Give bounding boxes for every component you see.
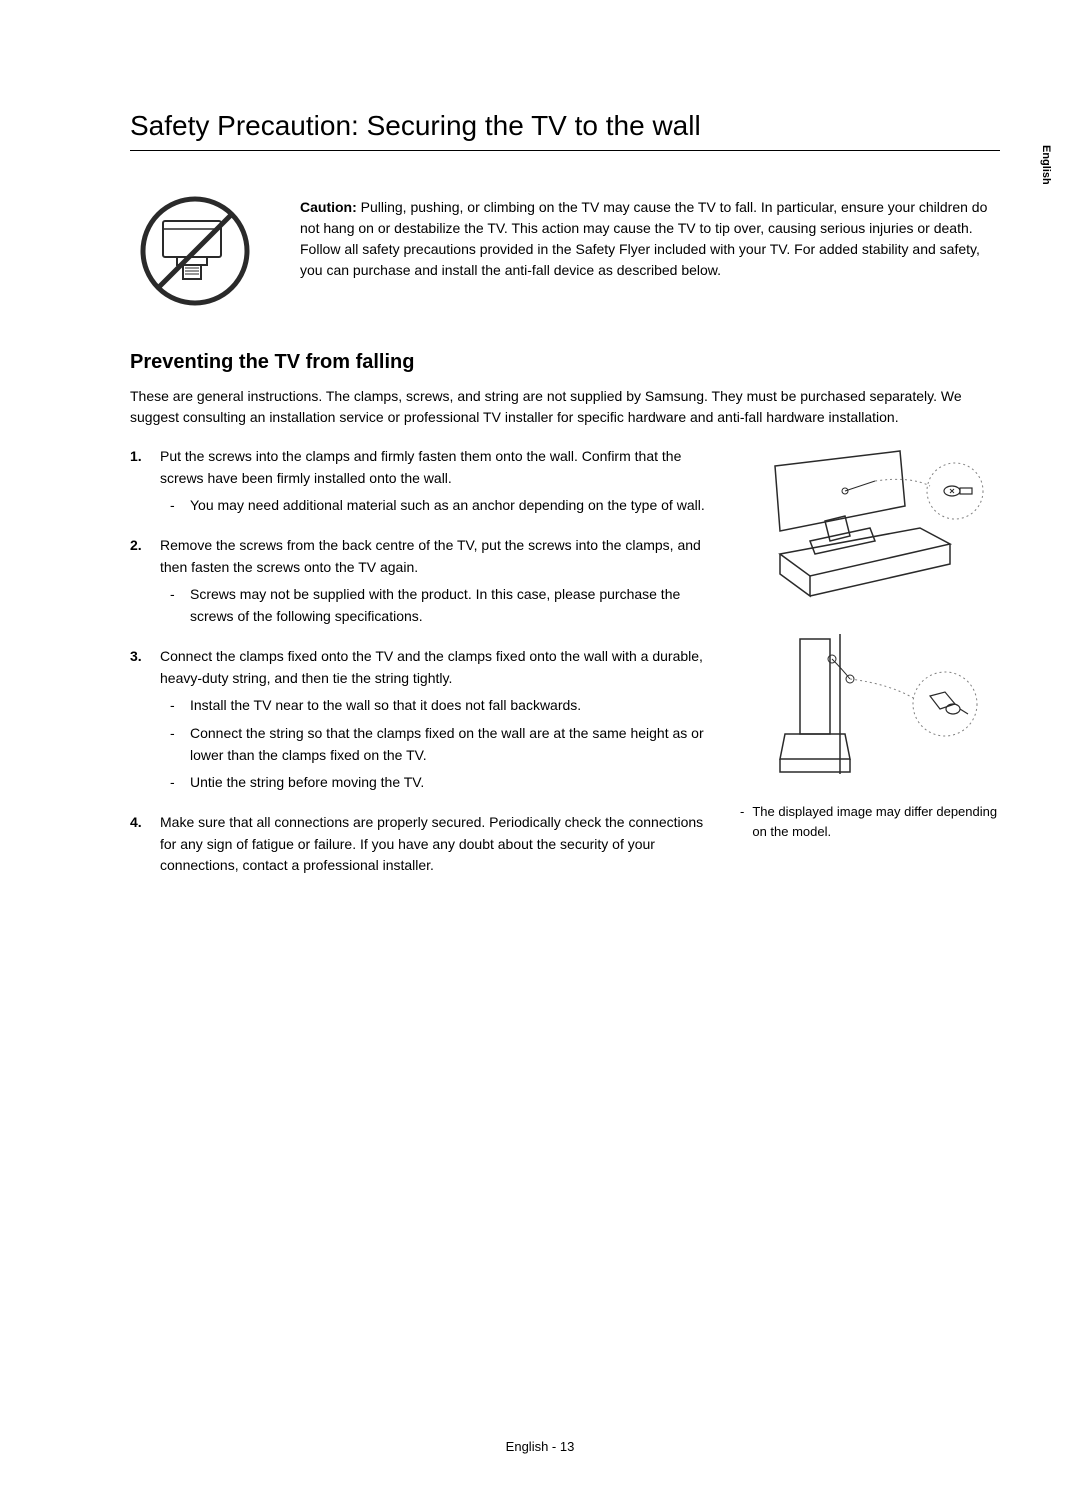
step-number: 3. xyxy=(130,646,150,800)
step-item: 4. Make sure that all connections are pr… xyxy=(130,812,710,877)
bullet-dash-icon: - xyxy=(170,695,180,717)
step-text: Put the screws into the clamps and firml… xyxy=(160,446,710,489)
intro-text: These are general instructions. The clam… xyxy=(130,386,1000,428)
caution-label: Caution: xyxy=(300,199,357,215)
step-bullet: - Install the TV near to the wall so tha… xyxy=(170,695,710,717)
step-text: Remove the screws from the back centre o… xyxy=(160,535,710,578)
step-number: 2. xyxy=(130,535,150,634)
content-row: 1. Put the screws into the clamps and fi… xyxy=(130,446,1000,889)
step-bullet: - Connect the string so that the clamps … xyxy=(170,723,710,766)
caution-text: Caution: Pulling, pushing, or climbing o… xyxy=(300,191,1000,311)
figures-column: - The displayed image may differ dependi… xyxy=(740,446,1000,889)
step-bullet: - Untie the string before moving the TV. xyxy=(170,772,710,794)
step-text: Make sure that all connections are prope… xyxy=(160,812,710,877)
page-title: Safety Precaution: Securing the TV to th… xyxy=(130,110,1000,151)
step-text: Connect the clamps fixed onto the TV and… xyxy=(160,646,710,689)
step-item: 2. Remove the screws from the back centr… xyxy=(130,535,710,634)
bullet-dash-icon: - xyxy=(170,723,180,766)
step-bullet: - Screws may not be supplied with the pr… xyxy=(170,584,710,627)
figure-tv-wall xyxy=(740,624,1000,784)
caution-body: Pulling, pushing, or climbing on the TV … xyxy=(300,199,987,278)
language-tab: English xyxy=(1040,145,1052,185)
steps-column: 1. Put the screws into the clamps and fi… xyxy=(130,446,710,889)
bullet-text: Install the TV near to the wall so that … xyxy=(190,695,581,717)
bullet-text: Screws may not be supplied with the prod… xyxy=(190,584,710,627)
bullet-dash-icon: - xyxy=(170,495,180,517)
figure-caption: - The displayed image may differ dependi… xyxy=(740,802,1000,841)
section-heading: Preventing the TV from falling xyxy=(130,351,1000,374)
step-item: 3. Connect the clamps fixed onto the TV … xyxy=(130,646,710,800)
figure-tv-cabinet xyxy=(740,446,1000,606)
bullet-text: Connect the string so that the clamps fi… xyxy=(190,723,710,766)
step-bullet: - You may need additional material such … xyxy=(170,495,710,517)
caution-prohibition-icon xyxy=(130,191,260,311)
step-item: 1. Put the screws into the clamps and fi… xyxy=(130,446,710,523)
step-number: 4. xyxy=(130,812,150,877)
figure-caption-text: The displayed image may differ depending… xyxy=(752,802,1000,841)
bullet-dash-icon: - xyxy=(170,584,180,627)
bullet-dash-icon: - xyxy=(170,772,180,794)
caution-section: Caution: Pulling, pushing, or climbing o… xyxy=(130,191,1000,311)
bullet-dash-icon: - xyxy=(740,802,744,841)
bullet-text: You may need additional material such as… xyxy=(190,495,705,517)
step-number: 1. xyxy=(130,446,150,523)
bullet-text: Untie the string before moving the TV. xyxy=(190,772,424,794)
page-footer: English - 13 xyxy=(0,1439,1080,1454)
